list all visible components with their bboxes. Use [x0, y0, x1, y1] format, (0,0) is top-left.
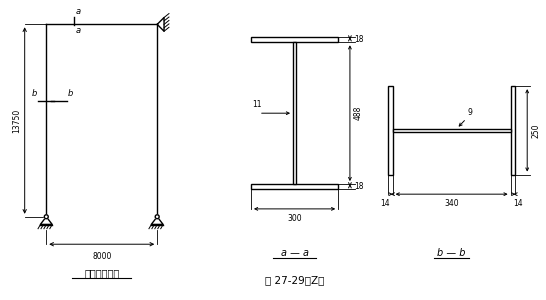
Text: 250: 250 [531, 123, 540, 138]
Text: a — a: a — a [281, 248, 308, 258]
Text: b: b [32, 89, 38, 98]
Text: 图 27-29（Z）: 图 27-29（Z） [265, 276, 324, 286]
Text: 14: 14 [380, 199, 390, 208]
Text: b — b: b — b [437, 248, 466, 258]
Text: 刚架计算简图: 刚架计算简图 [84, 268, 120, 278]
Text: 13750: 13750 [13, 108, 21, 133]
Bar [388, 86, 393, 175]
Text: a: a [76, 26, 81, 35]
Text: 9: 9 [467, 108, 472, 117]
Bar [511, 86, 515, 175]
Text: 340: 340 [444, 199, 459, 208]
Text: 14: 14 [514, 199, 523, 208]
Text: 11: 11 [252, 100, 262, 109]
Text: 488: 488 [354, 106, 363, 120]
Text: 18: 18 [354, 182, 363, 191]
Circle shape [44, 215, 48, 219]
Bar [293, 42, 296, 184]
Bar [251, 37, 338, 42]
Bar [393, 129, 511, 132]
Text: 300: 300 [287, 214, 302, 223]
Bar [251, 184, 338, 189]
Text: b: b [68, 89, 73, 98]
Text: a: a [76, 7, 81, 16]
Text: 8000: 8000 [92, 252, 111, 261]
Circle shape [155, 215, 159, 219]
Text: 18: 18 [354, 35, 363, 44]
